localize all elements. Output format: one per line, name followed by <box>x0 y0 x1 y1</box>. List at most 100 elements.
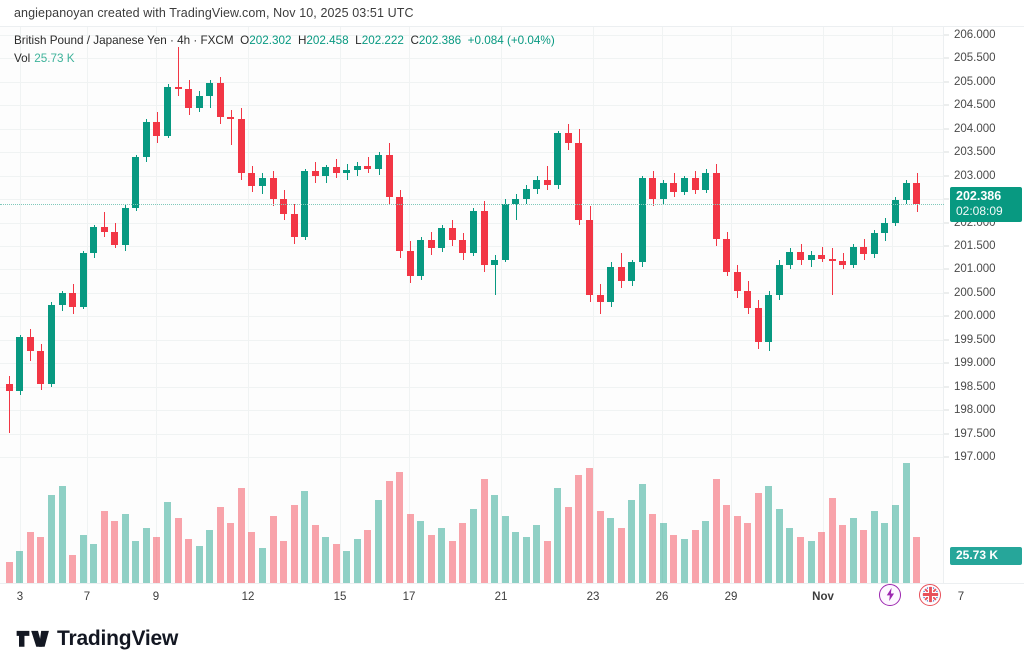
volume-bar-up <box>903 463 910 583</box>
candle-body-down <box>312 170 319 176</box>
volume-bar-up <box>164 502 171 583</box>
candle-body-down <box>734 271 741 291</box>
volume-bar-down <box>713 479 720 583</box>
time-tick-label: Nov <box>812 591 834 603</box>
candle-body-down <box>185 88 192 108</box>
volume-bar-down <box>481 479 488 583</box>
volume-bar-down <box>670 534 677 583</box>
volume-bar-up <box>206 529 213 583</box>
volume-bar-down <box>153 536 160 583</box>
candle-body-down <box>101 227 108 232</box>
candle-body-up <box>554 133 561 186</box>
gridline-vertical <box>823 27 824 583</box>
candle-body-down <box>544 180 551 186</box>
gridline-vertical <box>409 27 410 583</box>
volume-bar-up <box>881 523 888 583</box>
time-tick-label: 21 <box>494 591 508 603</box>
price-tick-label: 201.000 <box>954 263 996 276</box>
volume-bar-up <box>48 495 55 583</box>
candle-body-down <box>692 178 699 190</box>
candle-body-down <box>723 238 730 272</box>
candle-body-down <box>713 173 720 239</box>
time-tick-label: 7 <box>957 591 965 603</box>
price-tick-label: 200.000 <box>954 310 996 323</box>
candle-body-up <box>196 95 203 108</box>
gridline-horizontal <box>0 81 944 83</box>
candle-body-up <box>776 264 783 296</box>
candle-wick <box>231 110 232 146</box>
candle-wick <box>516 194 517 221</box>
candle-body-up <box>48 304 55 385</box>
price-tick-label: 199.500 <box>954 333 996 346</box>
volume-bar-down <box>755 493 762 583</box>
candle-body-down <box>618 267 625 282</box>
chart-plot-area[interactable] <box>0 27 944 583</box>
candle-body-up <box>259 178 266 186</box>
volume-bar-down <box>829 497 836 583</box>
volume-bar-up <box>16 550 23 583</box>
flag-badge[interactable] <box>919 584 941 606</box>
volume-bar-up <box>554 488 561 583</box>
volume-bar-up <box>607 518 614 583</box>
volume-bar-down <box>333 543 340 583</box>
volume-bar-down <box>227 523 234 583</box>
time-axis[interactable]: 37912151721232629Nov5711 <box>0 583 1024 614</box>
candle-body-down <box>839 261 846 265</box>
volume-bar-up <box>322 536 329 583</box>
price-tick-label: 205.500 <box>954 52 996 65</box>
price-tick-label: 203.500 <box>954 146 996 159</box>
price-tick-dash <box>944 386 949 388</box>
volume-bar-down <box>217 506 224 583</box>
candle-body-up <box>881 222 888 233</box>
gridline-vertical <box>87 27 88 583</box>
price-tick-dash <box>944 175 949 177</box>
volume-bar-up <box>523 536 530 583</box>
price-tick-label: 197.000 <box>954 451 996 463</box>
candle-body-up <box>59 292 66 305</box>
time-tick-label: 12 <box>241 591 255 603</box>
volume-bar-up <box>786 527 793 583</box>
current-price-line <box>0 204 944 206</box>
volume-bar-up <box>354 539 361 583</box>
volume-bar-down <box>386 481 393 583</box>
candle-body-down <box>238 119 245 174</box>
candle-body-up <box>343 170 350 174</box>
gridline-horizontal <box>0 35 944 36</box>
gridline-horizontal <box>0 175 944 177</box>
price-tick-dash <box>944 315 949 317</box>
candle-body-down <box>111 231 118 246</box>
candle-wick <box>547 166 548 190</box>
candle-body-down <box>407 250 414 277</box>
candle-body-down <box>396 196 403 251</box>
candle-body-down <box>481 210 488 265</box>
candle-body-up <box>502 203 509 261</box>
gridline-horizontal <box>0 152 944 154</box>
price-tick-dash <box>944 268 949 270</box>
volume-bar-up <box>871 511 878 583</box>
candle-body-up <box>903 182 910 201</box>
candle-body-down <box>744 290 751 308</box>
gridline-horizontal <box>0 292 944 294</box>
candle-body-down <box>153 121 160 136</box>
volume-bar-up <box>808 541 815 583</box>
gridline-horizontal <box>0 58 944 60</box>
price-axis[interactable]: 206.000 205.500 205.000 204.500 204.000 203.5… <box>943 27 1024 583</box>
volume-bar-up <box>765 486 772 583</box>
time-tick-label: 15 <box>333 591 347 603</box>
volume-bar-down <box>449 541 456 583</box>
price-tick-dash <box>944 245 949 247</box>
price-tick-label: 204.000 <box>954 122 996 135</box>
volume-bar-up <box>343 550 350 583</box>
candle-body-up <box>850 246 857 265</box>
gridline-horizontal <box>0 105 944 107</box>
candle-body-down <box>913 182 920 205</box>
candle-body-up <box>143 121 150 157</box>
gridline-horizontal <box>0 363 944 365</box>
lightning-badge[interactable] <box>879 584 901 606</box>
volume-bar-down <box>111 520 118 583</box>
price-tick-label: 203.000 <box>954 169 996 182</box>
candle-body-up <box>607 267 614 303</box>
volume-bar-down <box>544 541 551 583</box>
candle-body-down <box>670 182 677 193</box>
candle-body-up <box>765 295 772 343</box>
